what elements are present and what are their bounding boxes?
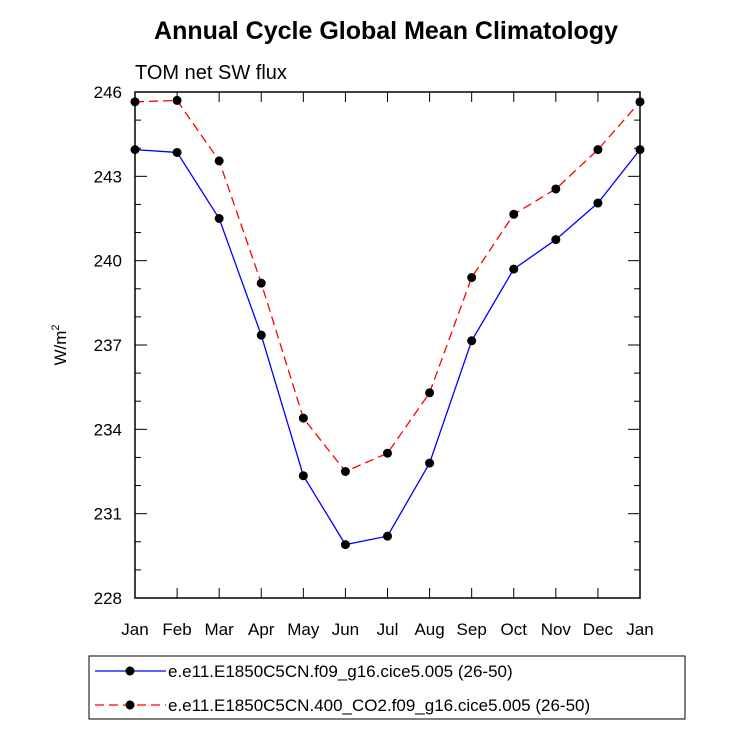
x-tick-label: Jan (626, 620, 653, 639)
legend-marker-1 (125, 666, 135, 676)
series-1-point (256, 330, 266, 340)
legend-box (88, 655, 686, 720)
series-2-point (509, 209, 519, 219)
y-tick-label: 243 (94, 167, 122, 186)
series-1-point (425, 458, 435, 468)
series-1-point (467, 336, 477, 346)
series-1-point (593, 198, 603, 208)
plot-layer: Jan Feb Mar Apr May Jun Jul Aug Sep Oct Nov Dec Jan 2… (94, 83, 654, 639)
x-tick-label: Aug (414, 620, 444, 639)
series-1-point (298, 471, 308, 481)
series-1-point (551, 235, 561, 245)
series-1-point (214, 214, 224, 223)
series-2-point (593, 145, 603, 155)
y-tick-label: 234 (94, 420, 122, 439)
x-tick-label: Feb (162, 620, 191, 639)
legend-label-1: e.e11.E1850C5CN.f09_g16.cice5.005 (26-50… (168, 662, 513, 681)
series-2-point (383, 448, 392, 458)
series-line-2 (134, 99, 641, 473)
y-tick-label: 231 (94, 505, 122, 524)
svg-text:W/m2: W/m2 (50, 324, 70, 365)
y-tick-label: 237 (94, 336, 122, 355)
series-2-point (467, 273, 477, 283)
y-axis-title-superscript: 2 (50, 324, 62, 330)
series-2-point (256, 278, 266, 288)
series-1-point (340, 540, 350, 550)
x-tick-label: May (287, 620, 320, 639)
plot-frame (134, 91, 641, 599)
chart-title: Annual Cycle Global Mean Climatology (154, 17, 618, 45)
chart-subtitle: TOM net SW flux (135, 62, 287, 84)
x-tick-label: Dec (583, 620, 614, 639)
x-tick-label: Jun (332, 620, 359, 639)
y-axis-title-text: W/m (51, 331, 70, 366)
series-2-point (172, 95, 182, 105)
y-axis-title: W/m2 (50, 324, 70, 365)
legend-label-2: e.e11.E1850C5CN.400_CO2.f09_g16.cice5.00… (168, 696, 590, 715)
y-tick-label: 228 (94, 589, 122, 608)
x-tick-label: Sep (457, 620, 487, 639)
x-tick-label: Jul (377, 620, 399, 639)
series-1-point (509, 264, 519, 274)
x-tick-label: Oct (501, 620, 528, 639)
x-tick-label: Apr (248, 620, 275, 639)
series-2-point (551, 184, 561, 194)
legend: e.e11.E1850C5CN.f09_g16.cice5.005 (26-50… (88, 655, 686, 720)
series-2-point (214, 156, 224, 166)
series-2-point (298, 413, 308, 423)
x-tick-label: Jan (121, 620, 148, 639)
series-2-point (425, 388, 435, 398)
x-tick-label: Nov (541, 620, 572, 639)
y-tick-label: 240 (94, 252, 122, 271)
x-tick-label: Mar (205, 620, 235, 639)
y-tick-label: 246 (94, 83, 122, 102)
series-1-point (383, 531, 392, 541)
legend-marker-2 (125, 700, 135, 710)
series-line-1 (134, 148, 641, 546)
series-2-point (340, 467, 350, 476)
series-1-point (172, 147, 182, 157)
